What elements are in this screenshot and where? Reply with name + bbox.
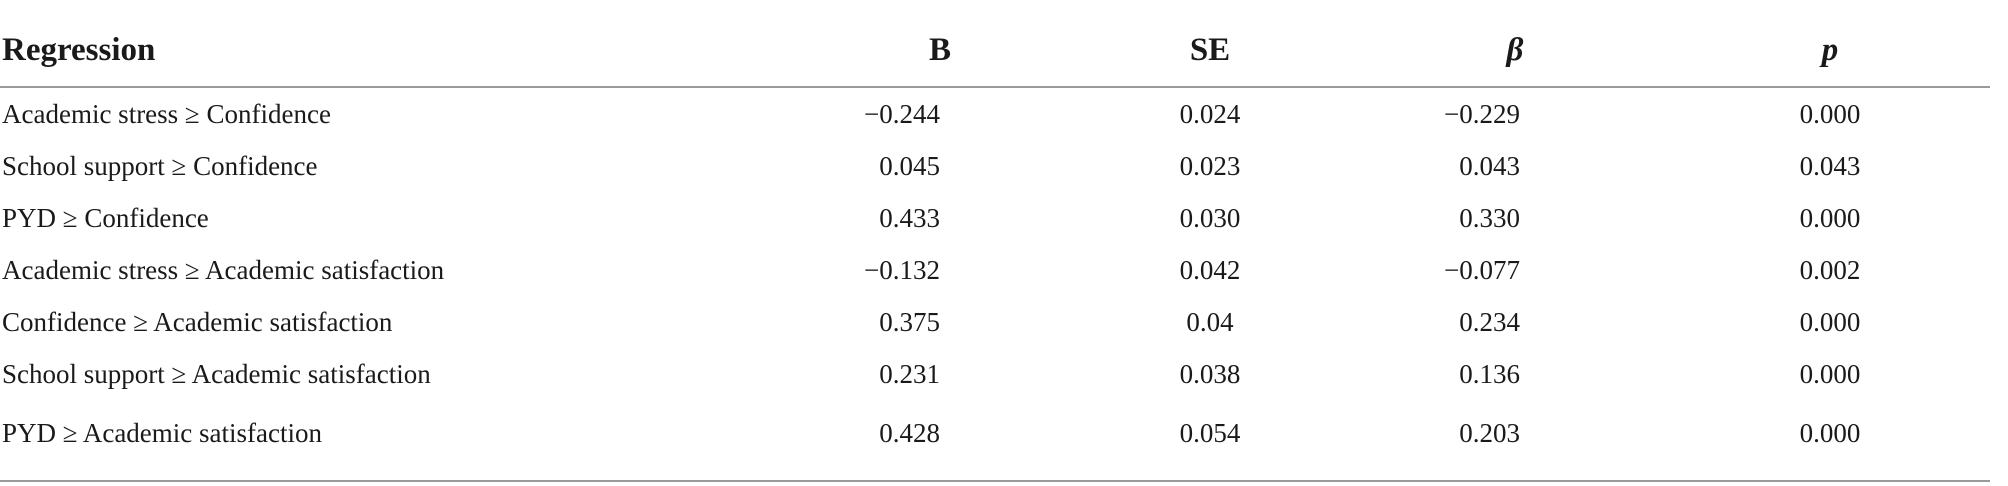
cell-beta: −0.229 (1444, 98, 1520, 129)
header-row: Regression B SE β p (0, 14, 1990, 88)
cell-beta: 0.234 (1459, 306, 1520, 337)
header-beta: β (1360, 14, 1670, 88)
cell-p: 0.000 (1799, 358, 1861, 389)
cell-regression: Confidence ≥ Academic satisfaction (2, 306, 393, 337)
table-row: PYD ≥ Academic satisfaction 0.428 0.054 … (0, 400, 1990, 482)
header-b: B (820, 14, 1060, 88)
cell-se: 0.030 (1179, 202, 1241, 233)
cell-beta: 0.330 (1459, 202, 1520, 233)
cell-se: 0.024 (1179, 98, 1241, 129)
cell-beta: 0.043 (1459, 150, 1520, 181)
header-regression: Regression (0, 14, 820, 88)
table-row: School support ≥ Confidence 0.045 0.023 … (0, 140, 1990, 192)
table-row: Academic stress ≥ Academic satisfaction … (0, 244, 1990, 296)
cell-se: 0.04 (1186, 306, 1234, 337)
cell-b: 0.045 (879, 150, 940, 181)
cell-p: 0.000 (1799, 306, 1861, 337)
cell-beta: −0.077 (1444, 254, 1520, 285)
cell-se: 0.023 (1179, 150, 1241, 181)
table-row: PYD ≥ Confidence 0.433 0.030 0.330 0.000 (0, 192, 1990, 244)
header-se: SE (1060, 14, 1360, 88)
header-p: p (1670, 14, 1990, 88)
cell-se: 0.042 (1179, 254, 1241, 285)
cell-regression: PYD ≥ Confidence (2, 202, 209, 233)
table-row: School support ≥ Academic satisfaction 0… (0, 348, 1990, 400)
table-row: Confidence ≥ Academic satisfaction 0.375… (0, 296, 1990, 348)
table-row: Academic stress ≥ Confidence −0.244 0.02… (0, 87, 1990, 140)
cell-p: 0.000 (1799, 98, 1861, 129)
cell-beta: 0.136 (1459, 358, 1520, 389)
cell-beta: 0.203 (1360, 400, 1670, 482)
cell-p: 0.000 (1670, 400, 1990, 482)
cell-b: −0.244 (864, 98, 940, 129)
regression-table: Regression B SE β p Academic stress ≥ Co… (0, 14, 1990, 482)
cell-b: 0.231 (879, 358, 940, 389)
table-header: Regression B SE β p (0, 14, 1990, 88)
cell-regression: Academic stress ≥ Academic satisfaction (2, 254, 445, 285)
cell-p: 0.002 (1799, 254, 1861, 285)
cell-regression: School support ≥ Academic satisfaction (2, 358, 431, 389)
cell-regression: Academic stress ≥ Confidence (2, 98, 331, 129)
cell-regression: School support ≥ Confidence (2, 150, 318, 181)
cell-se: 0.038 (1179, 358, 1241, 389)
cell-se: 0.054 (1060, 400, 1360, 482)
cell-b: −0.132 (864, 254, 940, 285)
cell-b: 0.375 (879, 306, 940, 337)
cell-b: 0.428 (820, 400, 1060, 482)
cell-regression: PYD ≥ Academic satisfaction (0, 400, 820, 482)
cell-p: 0.000 (1799, 202, 1861, 233)
cell-b: 0.433 (879, 202, 940, 233)
cell-p: 0.043 (1799, 150, 1861, 181)
table-body: Academic stress ≥ Confidence −0.244 0.02… (0, 87, 1990, 482)
